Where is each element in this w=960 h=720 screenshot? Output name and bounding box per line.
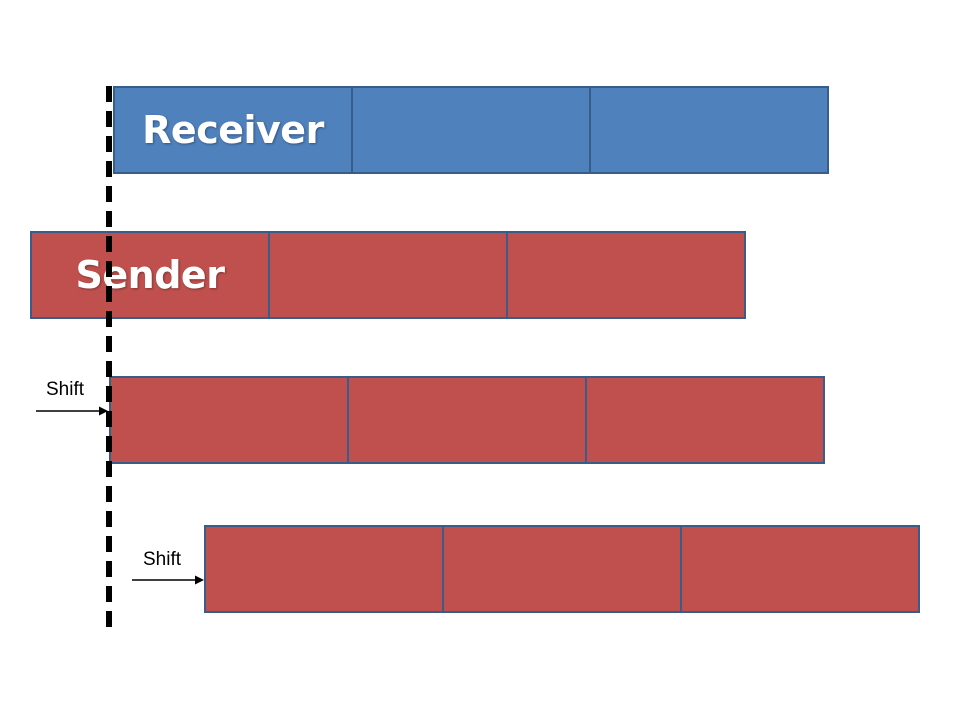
shifted-2-segment-2 — [442, 525, 682, 613]
shifted-1-segment-2 — [347, 376, 587, 464]
shifted-2-segment-1 — [204, 525, 444, 613]
sender-segment-3 — [506, 231, 746, 319]
shifted-1-segment-1 — [109, 376, 349, 464]
shift-label-1: Shift — [46, 379, 85, 400]
shifted-sender-bar-2 — [204, 525, 920, 613]
alignment-dashed-line — [106, 86, 112, 628]
shifted-sender-bar-1 — [109, 376, 825, 464]
sender-bar: Sender — [30, 231, 746, 319]
receiver-segment-1: Receiver — [113, 86, 353, 174]
sender-segment-1: Sender — [30, 231, 270, 319]
shift-label-2: Shift — [143, 549, 182, 570]
sender-label: Sender — [75, 253, 225, 297]
receiver-segment-3 — [589, 86, 829, 174]
shift-arrow-2-icon — [132, 575, 204, 585]
shifted-2-segment-3 — [680, 525, 920, 613]
sender-segment-2 — [268, 231, 508, 319]
receiver-bar: Receiver — [113, 86, 829, 174]
receiver-label: Receiver — [142, 108, 324, 152]
shifted-1-segment-3 — [585, 376, 825, 464]
shift-arrow-1-icon — [36, 406, 108, 416]
receiver-segment-2 — [351, 86, 591, 174]
